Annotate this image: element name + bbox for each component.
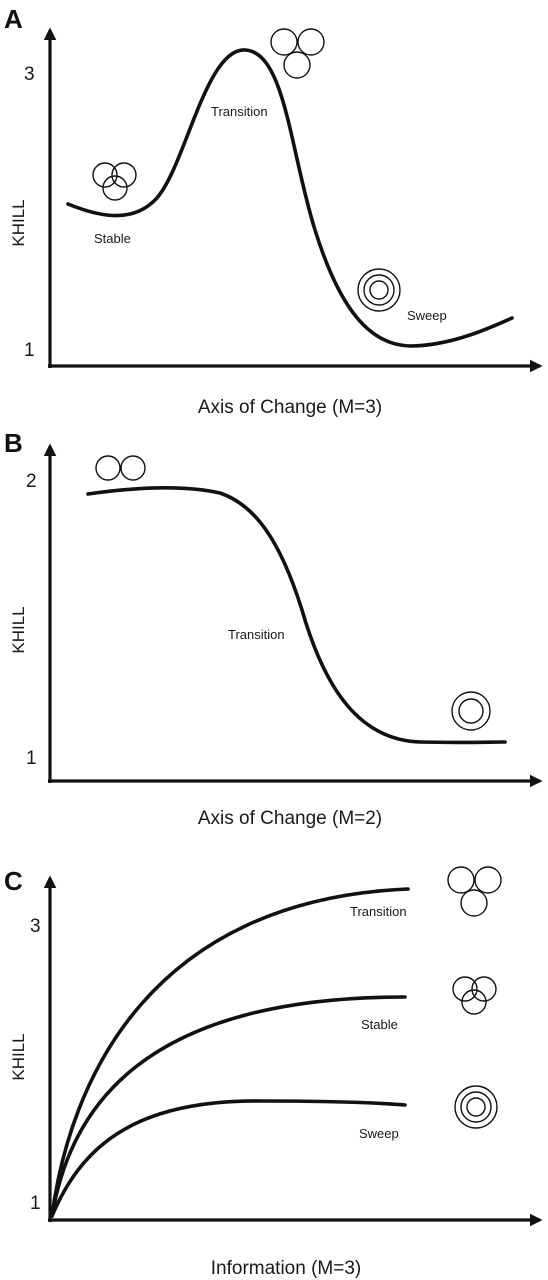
- panel-b-ytick-1: 1: [26, 748, 37, 769]
- panel-c-ytick-1: 1: [30, 1193, 41, 1214]
- three-overlapping-circles-icon: [92, 162, 137, 201]
- panel-a-curve: [66, 48, 514, 348]
- three-separate-circles-icon: [270, 28, 325, 79]
- panel-c-x-label: Information (M=3): [211, 1258, 361, 1279]
- panel-c-ytick-3: 3: [30, 916, 41, 937]
- panel-a-ytick-3: 3: [24, 64, 35, 85]
- panel-a-x-label: Axis of Change (M=3): [198, 397, 382, 418]
- panel-b-x-label: Axis of Change (M=2): [198, 808, 382, 829]
- panel-c-y-label: KHILL: [9, 1033, 28, 1080]
- panel-c-curve-stable: [50, 995, 407, 1218]
- panel-c-curve-transition: [50, 887, 410, 1218]
- panel-b-label-transition: Transition: [228, 627, 285, 642]
- panel-b-ytick-2: 2: [26, 471, 37, 492]
- two-circles-icon: [95, 455, 146, 481]
- concentric-circles-icon: [454, 1085, 498, 1129]
- panel-c-curve-sweep: [50, 1099, 407, 1218]
- panel-a-label-transition: Transition: [211, 104, 268, 119]
- panel-a-label-stable: Stable: [94, 231, 131, 246]
- panel-b-curve: [86, 485, 507, 745]
- panel-c: C 3 1 KHILL Information (M=3) Transition…: [4, 866, 543, 1279]
- panel-a-label-sweep: Sweep: [407, 308, 447, 323]
- panel-b: B 2 1 KHILL Axis of Change (M=2) Transit…: [4, 428, 543, 829]
- panel-c-label-sweep: Sweep: [359, 1126, 399, 1141]
- panel-c-label-stable: Stable: [361, 1017, 398, 1032]
- three-separate-circles-icon: [447, 866, 502, 917]
- panel-a-letter: A: [4, 4, 23, 34]
- panel-a: A 3 1 KHILL Axis of Change (M=3) Stable …: [4, 4, 543, 418]
- panel-a-y-label: KHILL: [9, 199, 28, 246]
- concentric-circles-icon: [451, 691, 491, 731]
- panel-a-ytick-1: 1: [24, 340, 35, 361]
- panel-c-letter: C: [4, 866, 23, 896]
- concentric-circles-icon: [357, 268, 401, 312]
- panel-c-label-transition: Transition: [350, 904, 407, 919]
- panel-b-y-label: KHILL: [9, 606, 28, 653]
- panel-b-letter: B: [4, 428, 23, 458]
- three-overlapping-circles-icon: [452, 976, 497, 1015]
